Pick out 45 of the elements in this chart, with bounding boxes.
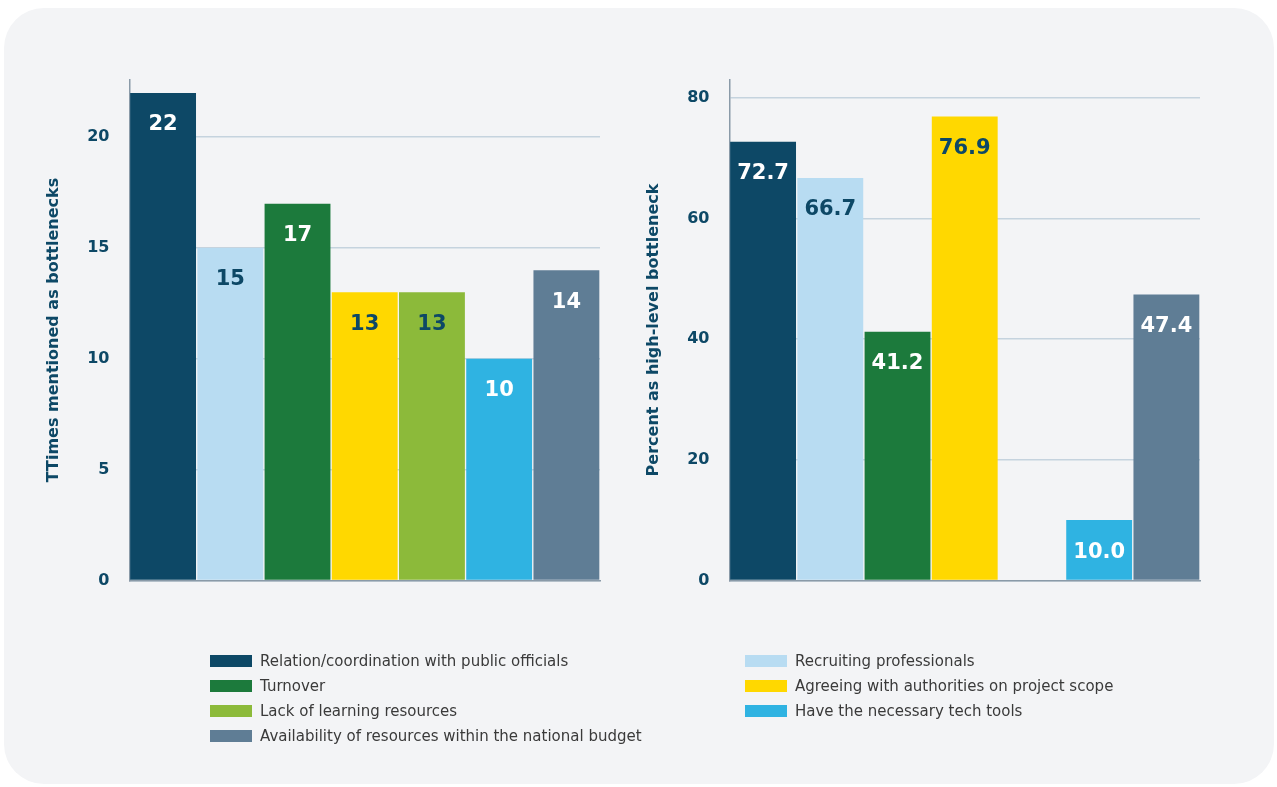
bar [864, 331, 931, 580]
data-label: 10.0 [1073, 538, 1126, 563]
legend-label: Have the necessary tech tools [795, 702, 1023, 720]
y-tick-label: 80 [687, 86, 710, 106]
data-label: 41.2 [871, 350, 924, 375]
y-tick-label: 5 [98, 458, 110, 478]
bar [730, 141, 797, 580]
legend-label: Turnover [260, 677, 326, 695]
bar [130, 92, 197, 580]
y-tick-label: 10 [87, 347, 110, 367]
bar [466, 358, 533, 580]
data-label: 13 [417, 310, 447, 335]
data-label: 10 [484, 377, 514, 402]
y-axis-title: TTimes mentioned as bottlenecks [42, 177, 62, 483]
bar [1066, 520, 1133, 580]
data-label: 66.7 [804, 196, 857, 221]
y-axis-title: Percent as high-level bottleneck [642, 183, 662, 477]
y-tick-label: 15 [87, 237, 110, 257]
bar [399, 292, 465, 580]
bar [197, 248, 264, 580]
legend-label: Availability of resources within the national budget [260, 727, 642, 745]
data-label: 72.7 [737, 160, 789, 185]
bar [331, 292, 398, 580]
bar [931, 116, 998, 580]
bar [1133, 294, 1200, 580]
bar [533, 270, 600, 580]
bar [264, 203, 331, 580]
data-label: 22 [148, 111, 178, 136]
y-tick-label: 20 [687, 448, 710, 468]
y-tick-label: 0 [98, 569, 110, 589]
y-tick-label: 40 [687, 328, 710, 348]
legend-label: Relation/coordination with public officials [260, 652, 569, 670]
data-label: 14 [551, 288, 582, 313]
data-label: 47.4 [1140, 312, 1193, 337]
data-label: 17 [282, 222, 313, 247]
bar [797, 177, 864, 580]
legend-label: Lack of learning resources [260, 702, 458, 720]
y-tick-label: 60 [687, 207, 710, 227]
y-tick-label: 0 [698, 569, 710, 589]
data-label: 76.9 [938, 134, 991, 159]
y-tick-label: 20 [87, 126, 110, 146]
legend-label: Agreeing with authorities on project scope [795, 677, 1114, 695]
legend-label: Recruiting professionals [795, 652, 975, 670]
data-label: 15 [215, 266, 245, 291]
data-label: 13 [350, 310, 380, 335]
